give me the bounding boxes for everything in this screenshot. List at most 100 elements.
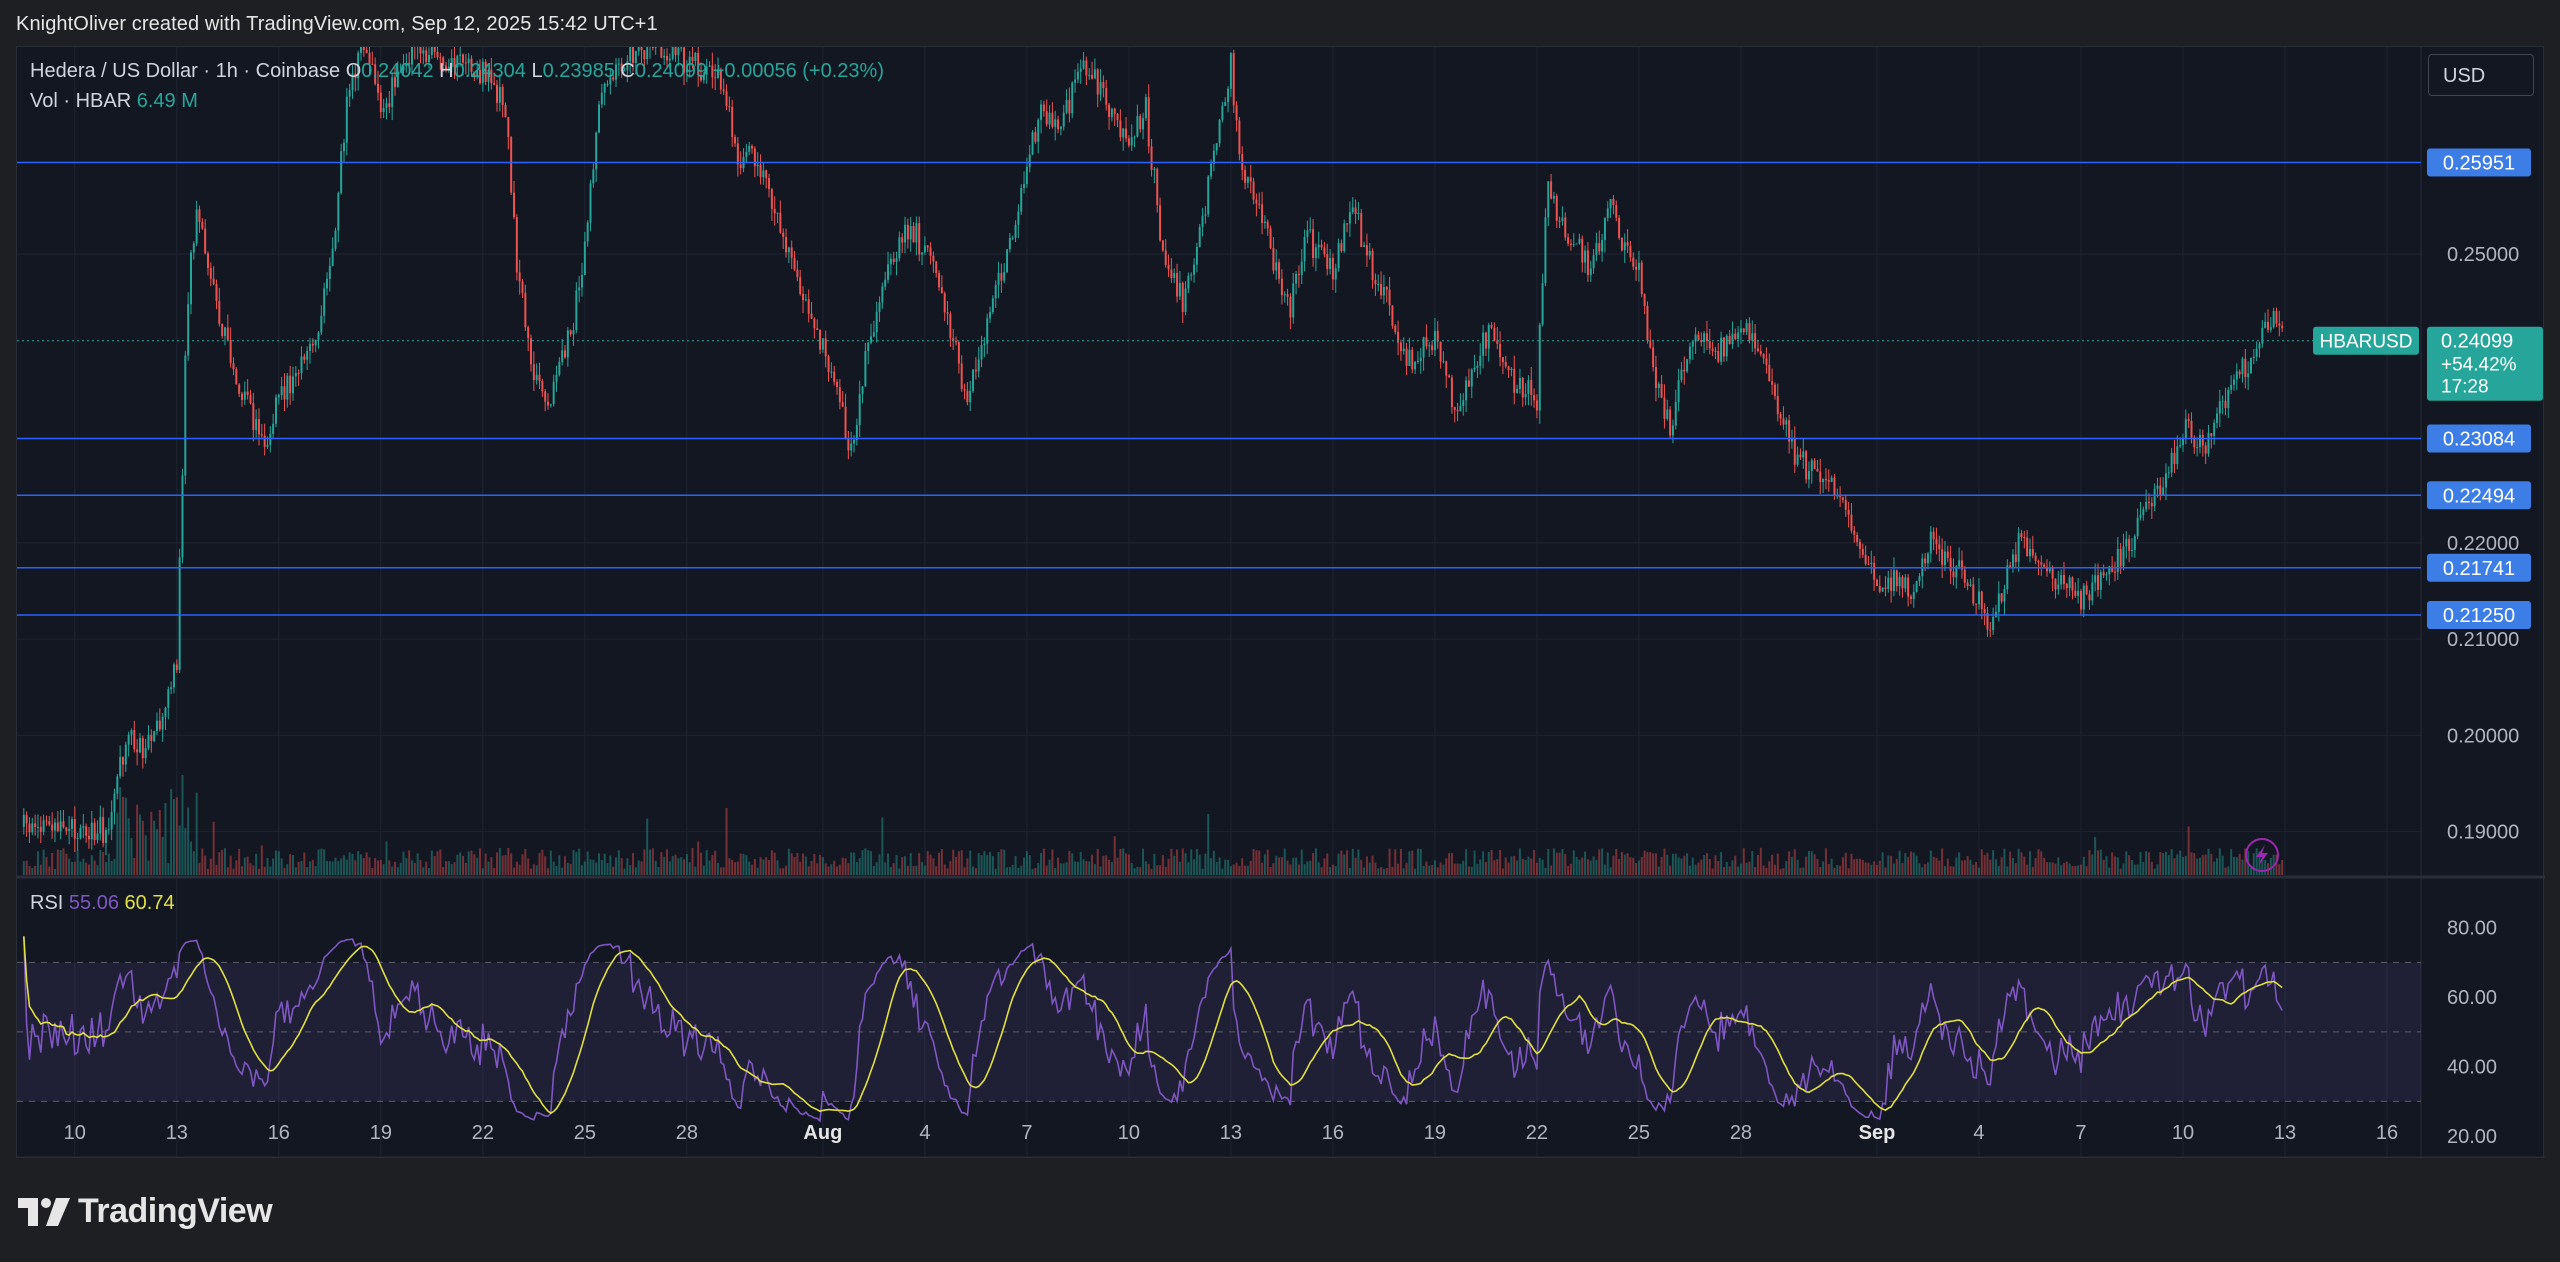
candle-body — [1300, 261, 1303, 275]
volume-bar — [1646, 852, 1649, 875]
volume-bar — [476, 857, 479, 875]
candle-body — [2244, 358, 2247, 378]
volume-bar — [895, 854, 898, 875]
candle-body — [362, 47, 365, 51]
volume-bar — [90, 855, 93, 875]
candle-body — [2266, 321, 2269, 330]
high-value: 0.24304 — [453, 60, 526, 82]
volume-bar — [192, 851, 195, 875]
candle-body — [1584, 250, 1587, 263]
candle-body — [289, 375, 292, 394]
candle-body — [1113, 108, 1116, 114]
candle-body — [1320, 244, 1323, 248]
candle-body — [53, 822, 56, 831]
volume-bar — [1790, 856, 1793, 875]
volume-bar — [1085, 861, 1088, 875]
y-tick-label: 0.19000 — [2447, 822, 2519, 844]
candle-body — [2247, 373, 2250, 378]
candle-body — [1518, 378, 1521, 389]
candle-body — [974, 369, 977, 372]
volume-bar — [1054, 868, 1057, 875]
candle-body — [2142, 509, 2145, 515]
volume-bar — [1839, 865, 1842, 875]
volume-bar — [558, 855, 561, 875]
candle-body — [303, 356, 306, 360]
currency-selector[interactable]: USD — [2428, 54, 2534, 96]
volume-bar — [1459, 863, 1462, 875]
candle-body — [291, 376, 294, 394]
volume-bar — [1632, 857, 1635, 875]
volume-bar — [1765, 867, 1768, 875]
candle-body — [1402, 348, 1405, 352]
candle-body — [87, 835, 90, 840]
candle-body — [1218, 119, 1221, 144]
candle-body — [2057, 584, 2060, 590]
volume-bar — [311, 859, 314, 875]
candle-body — [1388, 289, 1391, 306]
candle-layer — [22, 47, 2284, 856]
candle-body — [2051, 568, 2054, 579]
volume-bar — [853, 852, 856, 875]
volume-bar — [654, 860, 657, 875]
candle-body — [838, 387, 841, 403]
candle-body — [532, 364, 535, 381]
candle-body — [2153, 488, 2156, 507]
lightning-icon[interactable] — [2245, 838, 2279, 872]
volume-bar — [649, 849, 652, 875]
candle-body — [1612, 199, 1615, 205]
volume-bar — [184, 828, 187, 875]
candle-body — [198, 209, 201, 223]
volume-bar — [1317, 862, 1320, 875]
candle-body — [2116, 548, 2119, 572]
candle-body — [1283, 294, 1286, 296]
candle-body — [1119, 120, 1122, 138]
candle-body — [615, 64, 618, 80]
volume-bar — [1598, 849, 1601, 875]
candle-body — [189, 252, 192, 305]
candle-body — [901, 237, 904, 243]
volume-bar — [1892, 863, 1895, 875]
candle-body — [2062, 575, 2065, 584]
candle-body — [2082, 585, 2085, 610]
volume-bar — [2235, 857, 2238, 875]
candle-body — [1722, 337, 1725, 357]
volume-bar — [2167, 855, 2170, 875]
volume-bar — [612, 866, 615, 875]
volume-bar — [804, 856, 807, 875]
volume-bar — [1136, 866, 1139, 875]
candle-body — [2230, 384, 2233, 390]
chart-svg[interactable]: 0.259510.230840.224940.217410.21250HBARU… — [17, 47, 2545, 1159]
volume-bar — [1071, 853, 1074, 875]
volume-bar — [1091, 854, 1094, 875]
volume-bar — [541, 849, 544, 875]
candle-body — [1312, 229, 1315, 259]
candle-body — [2096, 575, 2099, 590]
volume-bar — [1782, 868, 1785, 875]
candle-body — [2020, 533, 2023, 538]
volume-bar — [538, 852, 541, 875]
candle-body — [2113, 571, 2116, 573]
candle-body — [1830, 477, 1833, 482]
volume-bar — [762, 859, 765, 875]
volume-bar — [994, 868, 997, 875]
volume-bar — [144, 835, 147, 875]
candle-body — [1952, 571, 1955, 578]
candle-body — [1657, 383, 1660, 388]
candle-body — [1059, 126, 1062, 130]
candle-body — [351, 73, 354, 91]
volume-bar — [2150, 861, 2153, 875]
volume-bar — [640, 861, 643, 875]
volume-bar — [1807, 851, 1810, 875]
volume-bar — [498, 848, 501, 875]
candle-body — [1008, 237, 1011, 250]
candle-body — [629, 47, 632, 62]
candle-body — [994, 284, 997, 299]
candle-body — [226, 327, 229, 340]
volume-bar — [1841, 857, 1844, 875]
candle-body — [668, 58, 671, 61]
candle-body — [1552, 196, 1555, 199]
volume-bar — [504, 854, 507, 875]
candle-body — [878, 302, 881, 312]
volume-bar — [1275, 855, 1278, 875]
candle-body — [1779, 414, 1782, 419]
